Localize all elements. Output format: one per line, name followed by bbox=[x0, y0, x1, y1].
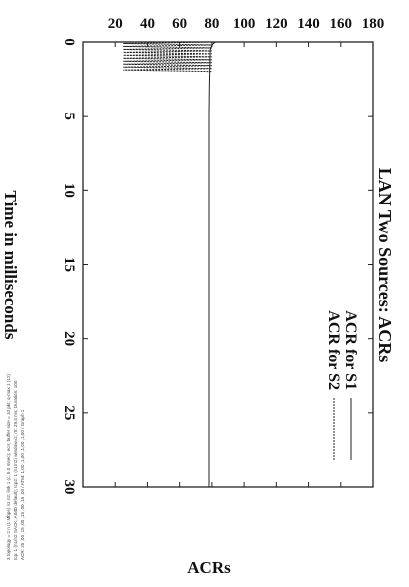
x-tick-label: 30 bbox=[61, 480, 77, 495]
y-tick-label: 140 bbox=[297, 16, 320, 32]
x-tick-label: 15 bbox=[61, 257, 77, 272]
header-text: 3 topology = 2 n (1 Mbps) n1 n2; link 1 … bbox=[6, 373, 25, 560]
header-line: tcp: 1 (n1/n2 SACK, AIMD default); tcp2:… bbox=[13, 380, 18, 560]
y-tick-label: 40 bbox=[140, 16, 155, 32]
y-tick-label: 120 bbox=[265, 16, 288, 32]
x-tick-label: 10 bbox=[61, 183, 77, 198]
header-line: 3 topology = 2 n (1 Mbps) n1 n2; link 1 … bbox=[6, 373, 11, 560]
y-tick-label: 60 bbox=[172, 16, 187, 32]
x-tick-label: 20 bbox=[61, 331, 77, 346]
y-tick-label: 180 bbox=[362, 16, 385, 32]
series-group bbox=[123, 41, 216, 487]
y-tick-label: 160 bbox=[330, 16, 353, 32]
y-tick-label: 100 bbox=[233, 16, 256, 32]
y-axis: 20 40 60 80 100 120 140 160 180 bbox=[108, 16, 385, 487]
plot-area bbox=[82, 41, 374, 488]
series-line-2 bbox=[123, 41, 212, 73]
chart-title: LAN Two Sources: ACRs bbox=[375, 168, 395, 363]
x-tick-label: 25 bbox=[61, 405, 77, 420]
series-line-1 bbox=[208, 41, 216, 487]
y-tick-label: 80 bbox=[204, 16, 219, 32]
y-tick-label: 20 bbox=[108, 16, 123, 32]
y-axis-title: ACRs bbox=[187, 558, 231, 577]
x-axis-title: Time in milliseconds bbox=[1, 191, 20, 340]
legend-label: ACR for S1 bbox=[342, 310, 359, 390]
x-tick-label: 0 bbox=[61, 38, 77, 46]
header-line: ACR: 25 ,00 ,15 ,00 ,15 ,00 ,15 ,00 / AT… bbox=[20, 409, 25, 560]
x-tick-label: 5 bbox=[61, 112, 77, 120]
x-axis: 0 5 10 15 20 25 30 bbox=[61, 38, 373, 495]
legend-label: ACR for S2 bbox=[325, 310, 342, 390]
